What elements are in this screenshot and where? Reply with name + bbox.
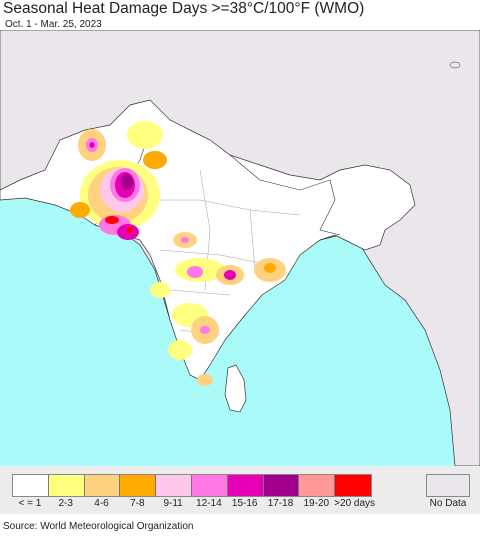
legend-swatch — [191, 475, 228, 496]
map-title: Seasonal Heat Damage Days >=38°C/100°F (… — [3, 0, 365, 17]
small-island — [449, 61, 461, 69]
legend-label: 19-20 — [303, 498, 330, 509]
legend-swatch — [120, 475, 157, 496]
legend-swatch — [335, 475, 371, 496]
heat-patches — [70, 121, 286, 386]
legend-color-bar — [12, 474, 372, 497]
no-data-swatch — [426, 474, 470, 497]
legend-swatch — [48, 475, 85, 496]
legend-label: 12-14 — [196, 498, 222, 509]
legend-swatch — [13, 475, 49, 496]
legend-swatch — [156, 475, 192, 496]
date-range: Oct. 1 - Mar. 25, 2023 — [5, 19, 102, 30]
legend-label: 15-16 — [231, 498, 258, 509]
legend-labels: < = 1 2-3 4-6 7-8 9-11 12-14 15-16 17-18 19-20 >2… — [12, 498, 376, 509]
legend-label: >20 days — [334, 498, 376, 509]
legend-swatch — [227, 475, 264, 496]
no-data-label: No Data — [429, 498, 467, 509]
legend-label: < = 1 — [18, 498, 42, 509]
sri-lanka — [224, 364, 247, 413]
source-credit: Source: World Meteorological Organizatio… — [3, 521, 194, 532]
heat-damage-map — [0, 30, 480, 466]
legend-swatch — [299, 475, 336, 496]
legend-label: 2-3 — [58, 498, 73, 509]
legend-label: 9-11 — [163, 498, 183, 509]
legend-label: 17-18 — [267, 498, 294, 509]
legend-swatch — [263, 475, 300, 496]
legend-label: 4-6 — [94, 498, 109, 509]
legend-swatch — [84, 475, 121, 496]
legend-label: 7-8 — [130, 498, 145, 509]
